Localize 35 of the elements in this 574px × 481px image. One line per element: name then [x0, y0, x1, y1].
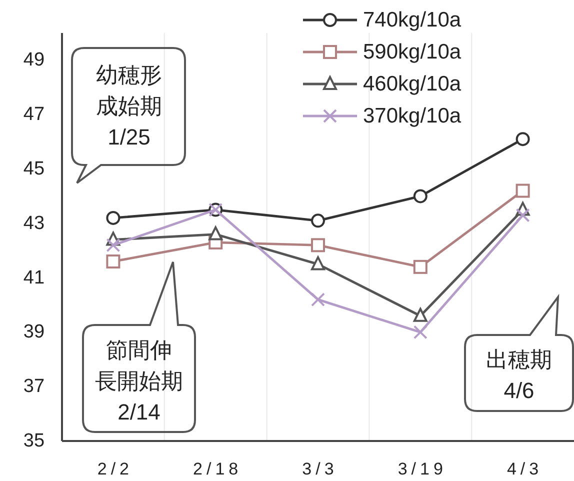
point [516, 208, 530, 222]
annotation: 節間伸長開始期 2/14 [95, 338, 183, 424]
legend-label: 370kg/10a [363, 104, 462, 128]
x-tick-label: 3/19 [398, 460, 447, 478]
legend-label: 590kg/10a [363, 40, 462, 64]
point [106, 254, 120, 268]
point [516, 132, 530, 146]
y-tick-label: 41 [23, 267, 45, 288]
x-tick-label: 2/2 [97, 460, 134, 478]
point [311, 292, 325, 307]
point [311, 214, 325, 228]
y-tick-label: 39 [23, 322, 45, 343]
y-tick-label: 49 [23, 50, 45, 71]
x-tick-label: 4/3 [506, 460, 543, 478]
point [413, 308, 428, 322]
x-tick-label: 2/18 [193, 460, 242, 478]
annotation: 出穂期 4/6 [486, 347, 552, 403]
y-tick-label: 47 [23, 104, 45, 126]
point [311, 256, 325, 270]
y-tick-label: 35 [23, 430, 45, 452]
y-tick-label: 45 [23, 158, 45, 180]
annotation: 幼穂形成始期 1/25 [96, 62, 162, 150]
point [516, 184, 530, 198]
point [106, 238, 120, 252]
point [413, 325, 428, 340]
point [413, 260, 428, 274]
y-tick-label: 43 [23, 212, 45, 234]
point [413, 189, 428, 204]
x-tick-label: 3/3 [302, 460, 338, 478]
point [208, 226, 223, 240]
point [311, 238, 325, 252]
y-tick-label: 37 [23, 376, 45, 398]
legend-label: 740kg/10a [363, 8, 462, 32]
legend-label: 460kg/10a [363, 72, 462, 96]
point [106, 210, 120, 225]
